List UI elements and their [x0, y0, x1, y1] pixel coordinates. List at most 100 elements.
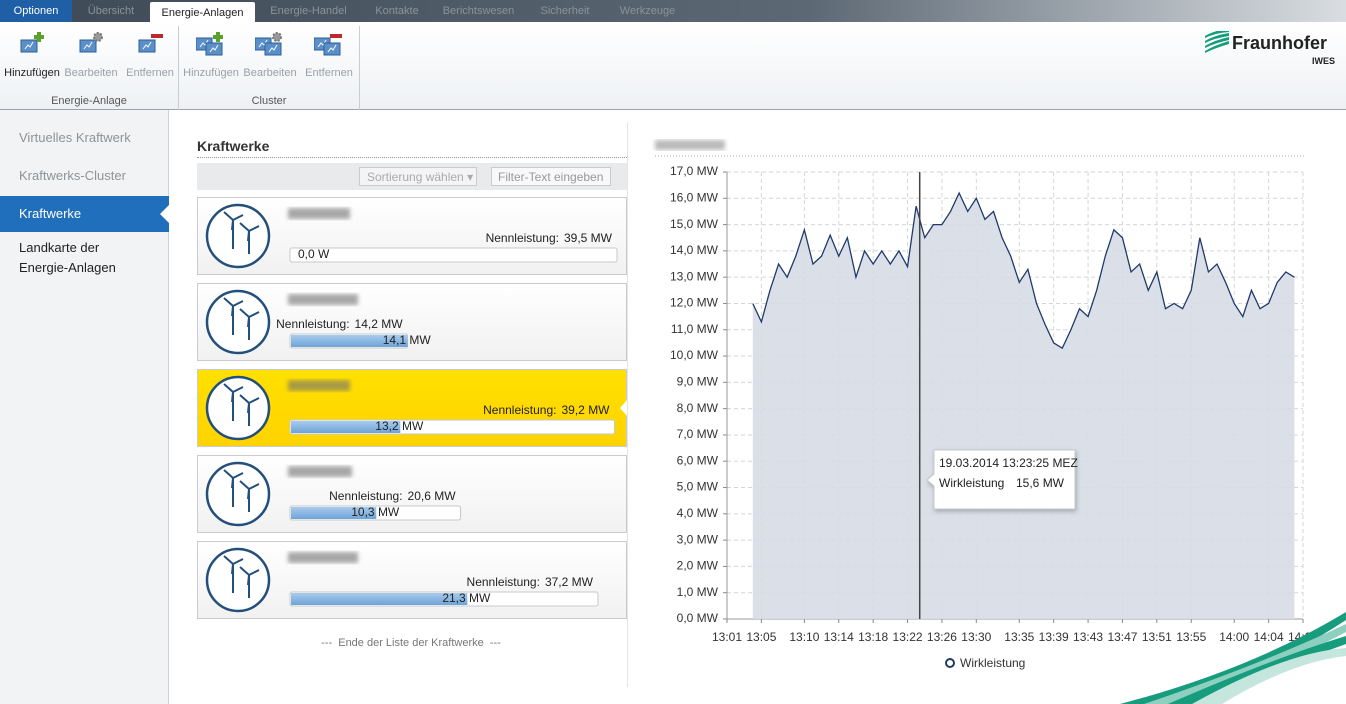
ribbon-button[interactable]: Entfernen	[120, 30, 180, 82]
plant-card[interactable]: Nennleistung: 14,2 MW 14,1 MW	[197, 283, 627, 361]
output-label: 0,0 W	[298, 247, 330, 261]
y-tick-label: 13,0 MW	[670, 269, 719, 283]
x-tick-label: 14:00	[1219, 630, 1249, 644]
ribbon-button[interactable]: Bearbeiten	[240, 30, 300, 82]
ribbon-icon	[79, 32, 103, 53]
tab[interactable]: Übersicht	[72, 0, 150, 22]
tab[interactable]: Werkzeuge	[605, 0, 690, 22]
turbine	[239, 566, 260, 598]
rated-value: 14,2 MW	[355, 317, 404, 331]
turbine-ring	[205, 461, 271, 527]
ribbon-button[interactable]: Hinzufügen	[2, 30, 62, 82]
x-tick-label: 14:04	[1254, 630, 1284, 644]
tab[interactable]: Energie-Anlagen	[150, 2, 255, 22]
x-tick-label: 13:05	[746, 630, 776, 644]
rated-caption: Nennleistung:	[483, 403, 556, 417]
plant-card-graphic: Nennleistung: 39,5 MW 0,0 W	[205, 203, 618, 269]
nav-label: Virtuelles Kraftwerk	[19, 130, 131, 145]
tab[interactable]: Optionen	[0, 0, 72, 22]
tab-bar	[0, 0, 1346, 22]
title-rule	[197, 157, 627, 158]
y-tick-label: 8,0 MW	[677, 401, 719, 415]
ribbon-icon	[138, 34, 163, 53]
rated-text: Nennleistung: 39,2 MW	[483, 403, 610, 417]
ribbon-button-label: Hinzufügen	[183, 67, 239, 79]
ribbon-button-label: Bearbeiten	[243, 67, 297, 79]
icon-glyph	[327, 44, 337, 53]
x-tick-label: 13:51	[1142, 630, 1172, 644]
y-tick-label: 15,0 MW	[670, 217, 719, 231]
tab[interactable]: Sicherheit	[525, 0, 605, 22]
turbine-ring	[205, 547, 271, 613]
plant-card[interactable]: Nennleistung: 39,5 MW 0,0 W	[197, 197, 627, 275]
y-tick-label: 4,0 MW	[677, 506, 719, 520]
rated-text: Nennleistung: 20,6 MW	[329, 489, 456, 503]
sort-placeholder: Sortierung wählen	[367, 170, 464, 184]
plant-card-graphic: Nennleistung: 39,2 MW 13,2 MW	[205, 375, 627, 441]
nav-item[interactable]: Virtuelles Kraftwerk	[0, 128, 150, 148]
x-tick-label: 13:55	[1176, 630, 1206, 644]
x-tick-label: 13:39	[1039, 630, 1069, 644]
line	[752, 191, 1295, 350]
output-label: 10,3 MW	[351, 505, 400, 519]
icon-minus	[330, 34, 342, 38]
ribbon-button[interactable]: Entfernen	[299, 30, 359, 82]
legend-marker	[945, 658, 955, 668]
icon-minus	[151, 34, 163, 38]
logo-stripe	[1205, 41, 1229, 53]
ribbon-icon	[254, 32, 282, 56]
plant-card[interactable]: Nennleistung: 20,6 MW 10,3 MW	[197, 455, 627, 533]
tab[interactable]: Berichtswesen	[432, 0, 525, 22]
ribbon-button[interactable]: Bearbeiten	[61, 30, 121, 82]
icon-glyph	[83, 41, 93, 50]
logo-stripe	[1205, 37, 1229, 48]
nav-item[interactable]: Landkarte der Energie-Anlagen	[0, 238, 130, 278]
panel-divider	[627, 122, 628, 687]
nav-item[interactable]: Kraftwerke	[0, 196, 169, 232]
plant-card[interactable]: Nennleistung: 39,2 MW 13,2 MW	[197, 369, 627, 447]
rated-text: Nennleistung: 14,2 MW	[276, 317, 403, 331]
tab-label: Berichtswesen	[442, 5, 515, 17]
decor-stripe	[1192, 648, 1346, 704]
decor-stripe	[1168, 636, 1346, 704]
output-bar	[291, 335, 408, 347]
x-tick-label: 13:10	[789, 630, 819, 644]
sort-dropdown[interactable]: Sortierung wählen ▾	[359, 167, 477, 186]
nav-item[interactable]: Kraftwerks-Cluster	[0, 166, 150, 186]
output-bar	[291, 507, 377, 519]
tab-label: Werkzeuge	[619, 5, 676, 17]
tab[interactable]: Energie-Handel	[255, 0, 362, 22]
turbine-ring	[205, 203, 271, 269]
filter-input[interactable]: Filter-Text eingeben	[491, 167, 611, 186]
y-tick-label: 9,0 MW	[677, 375, 719, 389]
ribbon-button-label: Entfernen	[305, 67, 353, 79]
rated-value: 20,6 MW	[408, 489, 457, 503]
ribbon-button[interactable]: Hinzufügen	[181, 30, 241, 82]
x-tick-label: 13:26	[927, 630, 957, 644]
y-tick-label: 7,0 MW	[677, 427, 719, 441]
turbine	[223, 469, 244, 507]
rated-caption: Nennleistung:	[329, 489, 402, 503]
output-bar	[291, 593, 468, 605]
tab[interactable]: Kontakte	[362, 0, 432, 22]
plant-card-graphic: Nennleistung: 37,2 MW 21,3 MW	[205, 547, 599, 613]
filter-placeholder: Filter-Text eingeben	[498, 170, 604, 184]
legend-label: Wirkleistung	[960, 656, 1025, 670]
turbine	[239, 222, 260, 254]
x-tick-label: 13:35	[1004, 630, 1034, 644]
ribbon-button-label: Hinzufügen	[4, 67, 60, 79]
tab-label: Sicherheit	[540, 5, 590, 17]
x-tick-label: 13:47	[1107, 630, 1137, 644]
y-tick-label: 3,0 MW	[677, 532, 719, 546]
rated-value: 39,2 MW	[562, 403, 611, 417]
plant-card[interactable]: Nennleistung: 37,2 MW 21,3 MW	[197, 541, 627, 619]
x-tick-label: 13:01	[712, 630, 742, 644]
turbine	[223, 211, 244, 249]
output-label: 13,2 MW	[375, 419, 424, 433]
turbine-ring	[205, 375, 271, 441]
name-blur	[288, 294, 358, 305]
ribbon-group-title: Cluster	[251, 95, 287, 107]
area	[752, 193, 1295, 620]
name-blur	[288, 208, 350, 219]
